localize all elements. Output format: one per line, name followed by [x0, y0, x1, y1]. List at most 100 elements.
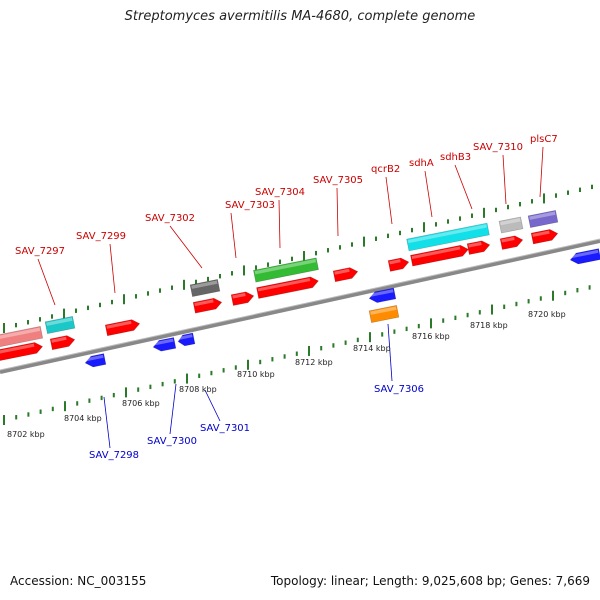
axis-label-kbp: 8718 kbp	[470, 321, 508, 330]
feature-block	[406, 222, 490, 252]
gene-arrow-forward-shape	[104, 319, 141, 337]
gene-label-forward[interactable]: plsC7	[530, 134, 558, 145]
gene-arrow-forward	[410, 244, 469, 267]
gene-label-forward[interactable]: SAV_7303	[225, 200, 275, 211]
gene-arrow-forward	[0, 342, 44, 362]
gene-label-reverse[interactable]: SAV_7300	[147, 436, 197, 447]
gene-arrow-forward	[49, 335, 76, 351]
feature-block-shape	[253, 257, 319, 283]
gene-arrow-forward-sheen	[0, 343, 35, 354]
gene-label-forward[interactable]: sdhB3	[440, 152, 471, 163]
gene-arrow-forward-sheen	[501, 236, 515, 243]
label-leader-line	[387, 323, 393, 382]
gene-arrow-forward-shape	[332, 267, 359, 283]
label-leader-line	[336, 187, 339, 237]
gene-arrow-forward	[466, 240, 491, 255]
gene-arrow-forward	[332, 267, 359, 283]
gene-label-forward[interactable]: sdhA	[409, 158, 434, 169]
axis-label-kbp: 8714 kbp	[353, 344, 391, 353]
gene-label-forward[interactable]: SAV_7304	[255, 187, 305, 198]
label-leader-line	[169, 225, 203, 269]
label-leader-line	[539, 146, 544, 198]
gene-arrow-forward-shape	[530, 229, 559, 245]
gene-arrow-forward-shape	[256, 276, 319, 299]
gene-arrow-forward	[192, 297, 223, 314]
feature-block-sheen	[370, 306, 397, 315]
gene-label-reverse[interactable]: SAV_7301	[200, 423, 250, 434]
feature-block	[0, 326, 44, 348]
gene-arrow-forward-sheen	[334, 268, 350, 275]
gene-arrow-forward	[104, 319, 141, 337]
gene-label-forward[interactable]: SAV_7310	[473, 142, 523, 153]
gene-arrow-forward-shape	[192, 297, 223, 314]
gene-arrow-forward	[256, 276, 319, 299]
label-leader-line	[454, 164, 473, 210]
feature-block-sheen	[0, 327, 41, 340]
feature-block-sheen	[500, 218, 521, 226]
gene-arrow-forward-shape	[387, 257, 410, 272]
gene-arrow-reverse	[84, 353, 107, 368]
gene-arrow-forward-sheen	[51, 336, 67, 343]
gene-arrow-reverse-shape	[368, 287, 397, 303]
gene-arrow-forward-sheen	[468, 241, 482, 248]
axis-label-kbp: 8706 kbp	[122, 399, 160, 408]
map-title: Streptomyces avermitilis MA-4680, comple…	[124, 9, 476, 24]
label-leader-line	[169, 383, 177, 435]
axis-label-kbp: 8704 kbp	[64, 414, 102, 423]
label-leader-line	[502, 154, 507, 205]
gene-arrow-reverse	[368, 287, 397, 303]
feature-block	[44, 316, 76, 334]
gene-arrow-reverse-sheen	[369, 289, 394, 297]
gene-arrow-reverse-sheen	[178, 334, 193, 340]
gene-arrow-reverse	[569, 248, 600, 265]
label-leader-line	[204, 389, 221, 422]
gene-arrow-forward	[230, 291, 255, 306]
axis-label-kbp: 8702 kbp	[7, 430, 45, 439]
feature-block-sheen	[46, 317, 73, 326]
gene-arrow-forward-shape	[466, 240, 491, 255]
gene-arrow-reverse-shape	[152, 337, 177, 352]
gene-arrow-forward-shape	[499, 235, 524, 250]
gene-arrow-reverse-sheen	[570, 249, 599, 259]
label-leader-line	[37, 258, 56, 306]
gene-label-reverse[interactable]: SAV_7298	[89, 450, 139, 461]
feature-block-shape	[498, 216, 524, 234]
gene-arrow-reverse-shape	[84, 353, 107, 368]
gene-label-forward[interactable]: SAV_7297	[15, 246, 65, 257]
axis-label-kbp: 8716 kbp	[412, 332, 450, 341]
label-leader-line	[230, 212, 237, 259]
label-leader-line	[424, 170, 433, 218]
gene-arrow-forward	[387, 257, 410, 272]
gene-label-forward[interactable]: SAV_7302	[145, 213, 195, 224]
gene-arrow-forward-sheen	[257, 278, 311, 292]
gene-label-forward[interactable]: SAV_7305	[313, 175, 363, 186]
axis-label-kbp: 8712 kbp	[295, 358, 333, 367]
label-leader-line	[385, 176, 393, 225]
feature-block-sheen	[191, 280, 218, 289]
feature-block-sheen	[529, 211, 556, 220]
gene-arrow-forward	[499, 235, 524, 250]
gene-label-forward[interactable]: qcrB2	[371, 164, 400, 175]
feature-block-shape	[368, 305, 400, 323]
gene-label-reverse[interactable]: SAV_7306	[374, 384, 424, 395]
feature-block-shape	[189, 279, 221, 297]
gene-arrow-forward-shape	[230, 291, 255, 306]
feature-block	[527, 210, 559, 228]
genome-meta-text: Topology: linear; Length: 9,025,608 bp; …	[270, 574, 590, 588]
gene-arrow-forward-sheen	[532, 230, 550, 237]
label-leader-line	[278, 199, 281, 249]
feature-block	[368, 305, 400, 323]
feature-block-sheen	[254, 259, 317, 275]
gene-arrow-reverse-sheen	[153, 338, 174, 346]
feature-block-shape	[406, 222, 490, 252]
feature-block	[189, 279, 221, 297]
accession-text: Accession: NC_003155	[10, 574, 147, 588]
gene-arrow-reverse-sheen	[85, 354, 104, 362]
gene-arrow-forward-sheen	[411, 246, 461, 260]
gene-arrow-forward-sheen	[194, 299, 214, 307]
gene-arrow-forward-shape	[0, 342, 44, 362]
feature-block-sheen	[407, 224, 487, 244]
feature-block-shape	[44, 316, 76, 334]
gene-label-forward[interactable]: SAV_7299	[76, 231, 126, 242]
